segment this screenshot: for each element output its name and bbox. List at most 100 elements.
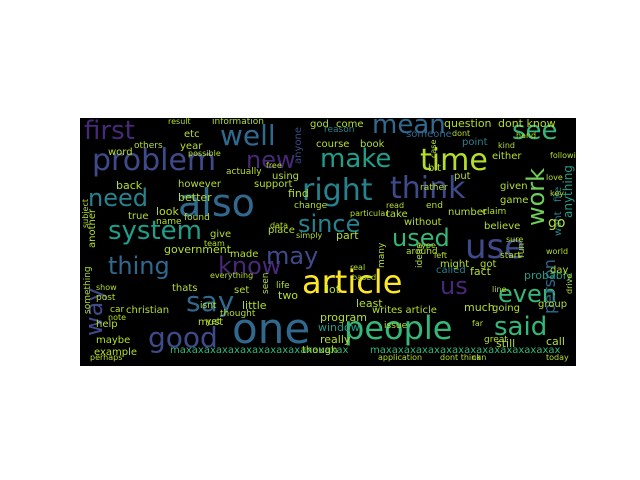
word: great [484,335,508,345]
word: much [464,301,495,314]
word: data [270,221,289,230]
word: come [336,119,364,130]
word: really [320,333,351,346]
word: case [429,139,438,158]
word: course [316,139,350,150]
word: maxaxaxaxaxaxaxaxaxaxaxaxaxaxax [370,345,561,356]
word: better [178,191,212,204]
word: writes article [372,305,437,316]
word: given [500,181,528,192]
word: result [168,118,191,126]
word: though [302,345,338,356]
word: seen [261,272,271,294]
word: everything [210,271,254,280]
word: thing [108,252,170,280]
word: support [254,179,293,190]
word: got [480,259,497,270]
word: set [234,285,250,296]
word: number [448,207,488,218]
word: hand [516,131,537,140]
word: question [444,118,492,130]
word: look [156,205,179,218]
word: see [512,118,558,146]
word: word [108,147,133,158]
word: following [550,151,576,160]
word: simply [296,231,323,240]
word: day [550,265,569,276]
word: maxaxaxaxaxaxaxaxaxaxaxaxaxax [170,345,349,356]
word: little [242,299,267,312]
word: also [178,181,255,225]
word: many [377,242,387,268]
word: kind [498,141,516,150]
word: part [336,229,359,242]
word: say [186,285,235,318]
word: system [108,216,202,246]
word: know [218,252,282,280]
word: back [116,179,143,192]
word: program [320,311,367,324]
word: free [266,161,282,170]
word: can [472,353,487,362]
word: called [436,265,466,276]
word: think [390,171,466,206]
word: anyone [293,127,304,164]
word-cloud: also one article people think use right … [80,118,576,366]
word: one [232,304,311,353]
word: issue [384,321,408,331]
word: information [212,118,264,127]
word: game [500,195,529,206]
word: using [272,171,300,182]
word: show [96,283,117,292]
word: team [204,239,225,248]
word: even [498,280,557,308]
word: help [96,319,118,330]
word: believe [484,221,521,232]
word: yet [206,317,221,327]
word: need [88,184,148,212]
word: dont [452,129,471,138]
word: fact [470,265,491,278]
word: group [538,299,568,310]
word: go [548,215,566,231]
word: thought [220,309,256,319]
word: reason [324,125,355,135]
word: left [434,251,447,260]
word: god [310,119,329,130]
word: find [288,187,309,200]
word: drive [565,273,574,294]
word: car [110,305,125,315]
word: people [344,309,453,347]
word: however [178,179,221,190]
word: perhaps [90,353,123,362]
word: bit [428,163,442,174]
word: others [134,141,163,151]
word: read [386,201,405,210]
word: note [108,313,127,322]
word: example [94,347,138,358]
word: dont know [498,118,556,130]
word: used [392,224,450,252]
word: make [320,144,392,174]
word: may [266,242,319,270]
word: christian [126,305,170,316]
word: government [164,243,232,256]
word: life [276,281,290,291]
word: around [406,247,438,257]
word: either [492,151,522,162]
word: name [156,217,182,227]
word: probably [524,269,573,282]
word: time [420,143,488,178]
word: change [294,201,328,211]
word: use [465,227,526,267]
word: give [210,229,232,240]
word: post [96,293,116,303]
word: claim [482,207,507,217]
word: article [302,263,403,301]
word: actually [226,167,262,177]
word: first [84,118,135,146]
word: true [128,211,149,222]
word: place [268,225,295,236]
word: without [404,217,442,228]
word: still [496,337,516,350]
